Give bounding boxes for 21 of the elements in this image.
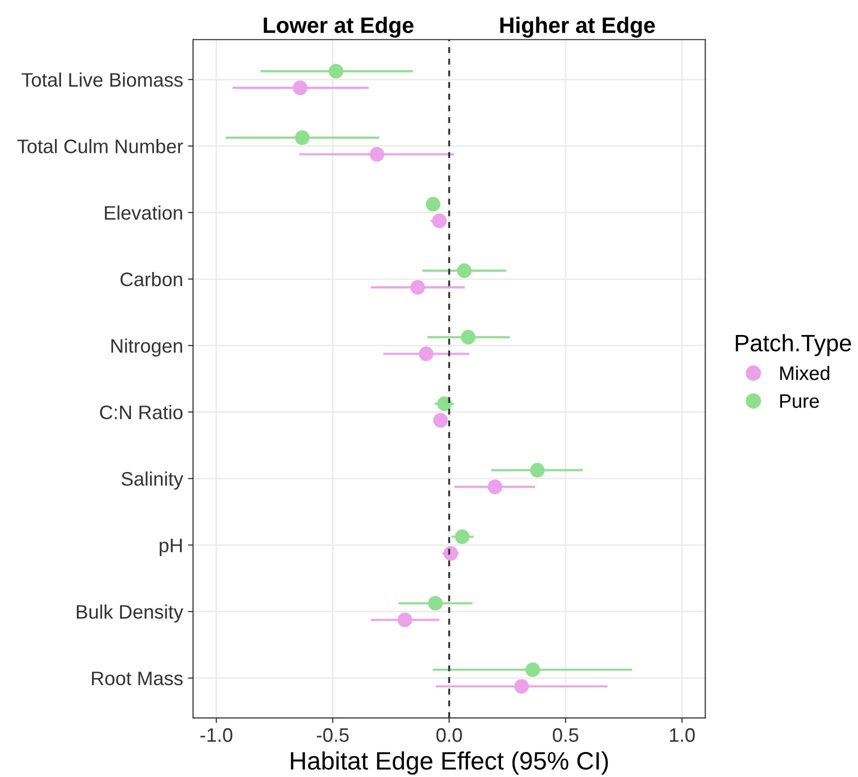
x-tick-label: -1.0 bbox=[200, 728, 232, 742]
x-tick-label: 0.5 bbox=[552, 728, 578, 742]
x-tick-label: 1.0 bbox=[670, 728, 695, 742]
text: Lower at Edge bbox=[264, 16, 414, 38]
legend-label: Pure bbox=[780, 394, 819, 408]
y-tick-label: Root Mass bbox=[92, 672, 183, 686]
y-tick-label: C:N Ratio bbox=[100, 404, 183, 420]
y-tick-label: Total Live Biomass bbox=[22, 72, 183, 87]
x-tick-label: -0.5 bbox=[316, 728, 349, 742]
legend-label: Mixed bbox=[780, 366, 830, 380]
y-tick-label: pH bbox=[160, 538, 182, 556]
y-tick-label: Bulk Density bbox=[76, 604, 184, 623]
y-tick-label: Salinity bbox=[122, 471, 184, 490]
y-tick-label: Nitrogen bbox=[111, 338, 182, 357]
legend-title: Patch.Type bbox=[736, 334, 852, 356]
y-tick-label: Total Culm Number bbox=[17, 138, 184, 154]
x-tick-label: 0.0 bbox=[436, 728, 462, 742]
y-tick-label: Elevation bbox=[104, 205, 182, 220]
x-axis-title: Habitat Edge Effect (95% CI) bbox=[290, 751, 608, 775]
text: Higher at Edge bbox=[500, 16, 655, 38]
y-tick-label: Carbon bbox=[120, 272, 182, 286]
